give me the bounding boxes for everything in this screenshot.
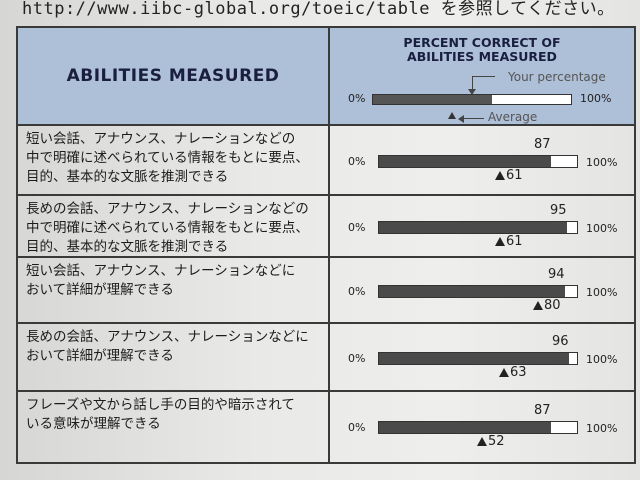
score-bar-chart: 0% 100% 87 61	[330, 126, 634, 194]
ability-row: 長めの会話、アナウンス、ナレーションなどに おいて詳細が理解できる 0% 100% 96…	[18, 324, 634, 392]
hundred-percent-label: 100%	[586, 156, 618, 169]
ability-description-line: フレーズや文から話し手の目的や暗示されて	[26, 397, 295, 413]
ability-description: 短い会話、アナウンス、ナレーションなどの 中で明確に述べられている情報をもとに要点…	[18, 126, 330, 194]
hundred-percent-label: 100%	[586, 286, 618, 299]
ability-description-line: 長めの会話、アナウンス、ナレーションなどの	[26, 201, 309, 217]
legend-example-bar	[372, 94, 572, 105]
score-bar	[378, 221, 578, 234]
score-bar-fill	[379, 353, 570, 364]
average-score-label: 61	[506, 168, 523, 183]
ability-row: 短い会話、アナウンス、ナレーションなどの 中で明確に述べられている情報をもとに要点…	[18, 126, 634, 196]
ability-row: 短い会話、アナウンス、ナレーションなどに おいて詳細が理解できる 0% 100% 94 8…	[18, 258, 634, 324]
ability-description: 長めの会話、アナウンス、ナレーションなどの 中で明確に述べられている情報をもとに要…	[18, 196, 330, 256]
abilities-table: ABILITIES MEASURED PERCENT CORRECT OF AB…	[16, 26, 636, 464]
ability-description-line: 長めの会話、アナウンス、ナレーションなどに	[26, 329, 309, 345]
ability-description-line: おいて詳細が理解できる	[26, 282, 174, 298]
hundred-percent-label: 100%	[586, 422, 618, 435]
legend-zero-label: 0%	[348, 92, 366, 105]
abilities-header-cell: ABILITIES MEASURED	[18, 28, 330, 126]
legend-example-fill	[373, 95, 492, 104]
hundred-percent-label: 100%	[586, 353, 618, 366]
abilities-measured-heading: ABILITIES MEASURED	[66, 66, 280, 86]
legend-your-percentage-label: Your percentage	[508, 70, 606, 84]
average-marker-icon	[499, 368, 509, 377]
zero-percent-label: 0%	[348, 421, 366, 434]
your-score-label: 94	[548, 267, 565, 282]
ability-description-line: 中で明確に述べられている情報をもとに要点、	[26, 150, 309, 166]
score-bar-fill	[379, 422, 552, 433]
average-score-label: 61	[506, 234, 523, 249]
your-score-label: 96	[552, 334, 569, 349]
ability-description-line: いる意味が理解できる	[26, 416, 161, 432]
your-score-label: 87	[534, 403, 551, 418]
ability-description-line: 短い会話、アナウンス、ナレーションなどに	[26, 263, 296, 279]
average-score-label: 52	[488, 434, 505, 449]
score-bar-fill	[379, 286, 566, 297]
ability-row: 長めの会話、アナウンス、ナレーションなどの 中で明確に述べられている情報をもとに要…	[18, 196, 634, 258]
score-bar	[378, 285, 578, 298]
ability-description-line: おいて詳細が理解できる	[26, 348, 174, 364]
percent-heading-line2: ABILITIES MEASURED	[407, 49, 557, 64]
score-bar-fill	[379, 222, 568, 233]
score-bar-chart: 0% 100% 95 61	[330, 196, 634, 256]
your-score-label: 87	[534, 137, 551, 152]
average-marker-icon	[495, 237, 505, 246]
your-score-label: 95	[550, 203, 567, 218]
average-score-label: 63	[510, 365, 527, 380]
ability-description-line: 中で明確に述べられている情報をもとに要点、	[26, 220, 309, 236]
average-score-label: 80	[544, 298, 561, 313]
score-bar-chart: 0% 100% 96 63	[330, 324, 634, 390]
zero-percent-label: 0%	[348, 352, 366, 365]
legend-average-label: Average	[488, 110, 538, 124]
zero-percent-label: 0%	[348, 155, 366, 168]
score-bar-chart: 0% 100% 87 52	[330, 392, 634, 462]
ability-description-line: 短い会話、アナウンス、ナレーションなどの	[26, 131, 296, 147]
average-marker-icon	[477, 437, 487, 446]
ability-description: 長めの会話、アナウンス、ナレーションなどに おいて詳細が理解できる	[18, 324, 330, 390]
legend-hundred-label: 100%	[580, 92, 612, 105]
percent-header-cell: PERCENT CORRECT OF ABILITIES MEASURED Yo…	[330, 28, 634, 126]
score-bar	[378, 155, 578, 168]
ability-description-line: 目的、基本的な文脈を推測できる	[26, 239, 229, 255]
zero-percent-label: 0%	[348, 221, 366, 234]
percent-correct-heading: PERCENT CORRECT OF ABILITIES MEASURED	[330, 36, 634, 64]
ability-description: 短い会話、アナウンス、ナレーションなどに おいて詳細が理解できる	[18, 258, 330, 322]
score-bar-fill	[379, 156, 552, 167]
left-arrow-icon	[458, 114, 484, 123]
average-marker-icon	[495, 171, 505, 180]
down-arrow-icon	[468, 76, 495, 95]
ability-description: フレーズや文から話し手の目的や暗示されて いる意味が理解できる	[18, 392, 330, 462]
score-bar-chart: 0% 100% 94 80	[330, 258, 634, 322]
reference-url-text: http://www.iibc-global.org/toeic/table を…	[22, 0, 615, 19]
ability-row: フレーズや文から話し手の目的や暗示されて いる意味が理解できる 0% 100% 87 52	[18, 392, 634, 462]
average-marker-icon	[533, 301, 543, 310]
score-bar	[378, 352, 578, 365]
hundred-percent-label: 100%	[586, 222, 618, 235]
ability-description-line: 目的、基本的な文脈を推測できる	[26, 169, 229, 185]
average-triangle-icon	[448, 112, 456, 119]
score-bar	[378, 421, 578, 434]
percent-heading-line1: PERCENT CORRECT OF	[403, 35, 561, 50]
zero-percent-label: 0%	[348, 285, 366, 298]
